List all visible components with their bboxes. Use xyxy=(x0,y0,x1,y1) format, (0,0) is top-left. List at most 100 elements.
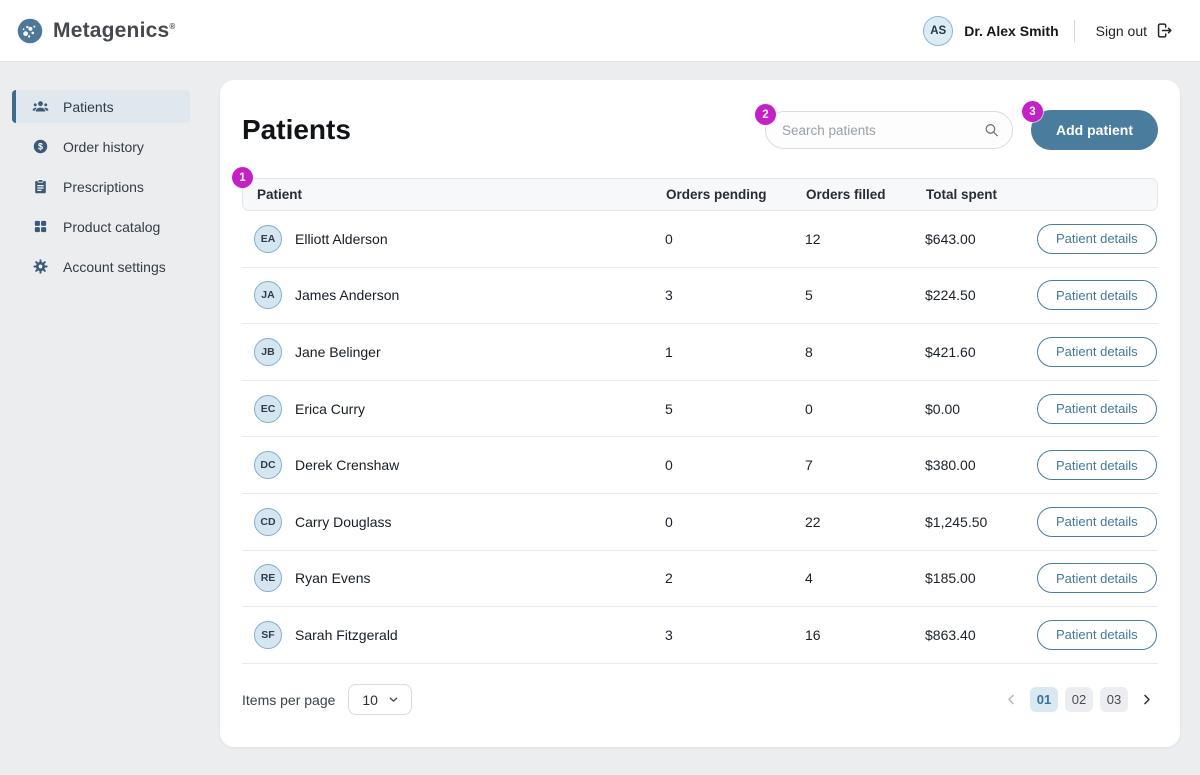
sidebar-item-patients[interactable]: Patients xyxy=(12,90,190,123)
next-page-button[interactable] xyxy=(1135,690,1158,709)
actions-cell: Patient details xyxy=(1023,280,1159,311)
sign-out-button[interactable]: Sign out xyxy=(1090,20,1180,41)
annotation-badge-2: 2 xyxy=(755,104,776,125)
logout-icon xyxy=(1157,23,1172,38)
prescriptions-icon xyxy=(35,179,46,194)
avatar: RE xyxy=(254,564,282,593)
orders-pending-value: 3 xyxy=(665,287,673,304)
actions-cell: Patient details xyxy=(1023,223,1159,254)
column-header-patient: Patient xyxy=(257,187,303,202)
page-button-2[interactable]: 02 xyxy=(1065,687,1093,713)
patient-details-button[interactable]: Patient details xyxy=(1037,223,1157,254)
orders-pending-value: 0 xyxy=(665,513,673,530)
avatar-initials: JA xyxy=(261,289,275,302)
total-spent-value: $380.00 xyxy=(925,457,976,474)
card-header: Patients 2 3 Add patient xyxy=(242,101,1158,150)
items-per-page-select[interactable]: 10 xyxy=(348,684,412,716)
patient-details-button[interactable]: Patient details xyxy=(1037,280,1157,311)
chevron-right-icon xyxy=(1144,694,1150,705)
patient-name: Erica Curry xyxy=(295,400,366,417)
patient-cell: RE Ryan Evens xyxy=(242,564,651,593)
orders-pending-value: 1 xyxy=(665,343,673,360)
total-spent-value: $421.60 xyxy=(925,343,976,360)
patient-cell: DC Derek Crenshaw xyxy=(242,451,651,480)
items-per-page-value: 10 xyxy=(362,691,378,708)
table-row: EA Elliott Alderson 0 12 $643.00 Patient… xyxy=(242,211,1158,268)
metagenics-logo: Metagenics® xyxy=(16,17,175,45)
patient-cell: JB Jane Belinger xyxy=(242,337,651,366)
patients-icon xyxy=(32,101,49,112)
actions-cell: Patient details xyxy=(1023,506,1159,537)
page-button-3[interactable]: 03 xyxy=(1100,687,1128,713)
user-area: AS Dr. Alex Smith Sign out xyxy=(923,15,1180,46)
patient-name: Ryan Evens xyxy=(295,570,371,587)
avatar: EC xyxy=(254,394,282,423)
sidebar-item-label: Account settings xyxy=(63,258,166,275)
avatar: DC xyxy=(254,451,282,480)
orders-pending-value: 0 xyxy=(665,230,673,247)
avatar-initials: SF xyxy=(261,628,275,641)
brand-name: Metagenics® xyxy=(53,18,176,42)
previous-page-button[interactable] xyxy=(1000,690,1023,709)
patient-cell: CD Carry Douglass xyxy=(242,507,651,536)
table-row: EC Erica Curry 5 0 $0.00 Patient details xyxy=(242,381,1158,438)
patient-name: Carry Douglass xyxy=(295,513,392,530)
patient-details-button[interactable]: Patient details xyxy=(1037,506,1157,537)
table-header-row: Patient Orders pending Orders filled Tot… xyxy=(242,178,1158,211)
patient-cell: EC Erica Curry xyxy=(242,394,651,423)
avatar-initials: JB xyxy=(261,345,275,358)
patient-name: James Anderson xyxy=(295,287,400,304)
sidebar-item-account-settings[interactable]: Account settings xyxy=(12,250,190,283)
sidebar-item-prescriptions[interactable]: Prescriptions xyxy=(12,170,190,203)
chevron-left-icon xyxy=(1008,694,1014,705)
patient-cell: EA Elliott Alderson xyxy=(242,224,651,253)
avatar: EA xyxy=(254,224,282,253)
search-input[interactable] xyxy=(765,111,1013,149)
patient-name: Sarah Fitzgerald xyxy=(295,626,398,643)
patient-details-button[interactable]: Patient details xyxy=(1037,450,1157,481)
account-settings-icon xyxy=(33,259,48,274)
total-spent-value: $224.50 xyxy=(925,287,976,304)
page-button-1[interactable]: 01 xyxy=(1030,687,1058,713)
actions-cell: Patient details xyxy=(1023,393,1159,424)
chevron-down-icon xyxy=(389,697,398,703)
orders-filled-value: 0 xyxy=(805,400,813,417)
avatar-initials: RE xyxy=(260,572,276,585)
search-container: 2 xyxy=(755,104,1013,149)
user-name: Dr. Alex Smith xyxy=(964,22,1059,39)
table-row: CD Carry Douglass 0 22 $1,245.50 Patient… xyxy=(242,494,1158,551)
total-spent-value: $185.00 xyxy=(925,570,976,587)
avatar: JB xyxy=(254,337,282,366)
orders-filled-value: 5 xyxy=(805,287,813,304)
column-header-orders-filled: Orders filled xyxy=(806,187,886,202)
column-header-orders-pending: Orders pending xyxy=(666,187,767,202)
patient-details-button[interactable]: Patient details xyxy=(1037,619,1157,650)
avatar: AS xyxy=(923,15,954,46)
orders-pending-value: 5 xyxy=(665,400,673,417)
sidebar-item-order-history[interactable]: $ Order history xyxy=(12,130,190,163)
divider xyxy=(1073,19,1075,42)
metagenics-logo-icon xyxy=(17,18,43,43)
orders-filled-value: 8 xyxy=(805,343,813,360)
actions-cell: Patient details xyxy=(1023,619,1159,650)
patient-details-button[interactable]: Patient details xyxy=(1037,563,1157,594)
table-row: JB Jane Belinger 1 8 $421.60 Patient det… xyxy=(242,324,1158,381)
items-per-page-label: Items per page xyxy=(242,691,336,708)
table-body: EA Elliott Alderson 0 12 $643.00 Patient… xyxy=(242,211,1158,664)
product-catalog-icon xyxy=(34,220,47,233)
orders-filled-value: 7 xyxy=(805,457,813,474)
patients-table: 1 Patient Orders pending Orders filled T… xyxy=(232,167,1158,664)
patient-details-button[interactable]: Patient details xyxy=(1037,336,1157,367)
sidebar: Patients $ Order history Prescriptions xyxy=(0,62,220,747)
sidebar-item-product-catalog[interactable]: Product catalog xyxy=(12,210,190,243)
sidebar-item-label: Order history xyxy=(63,138,144,155)
column-header-total-spent: Total spent xyxy=(926,187,998,202)
add-patient-button[interactable]: Add patient xyxy=(1031,110,1158,150)
patient-name: Jane Belinger xyxy=(295,343,381,360)
patient-details-button[interactable]: Patient details xyxy=(1037,393,1157,424)
avatar: SF xyxy=(254,620,282,649)
avatar-initials: CD xyxy=(260,515,276,528)
annotation-badge-3: 3 xyxy=(1022,101,1043,122)
table-row: RE Ryan Evens 2 4 $185.00 Patient detail… xyxy=(242,551,1158,608)
annotation-badge-1: 1 xyxy=(232,167,253,188)
